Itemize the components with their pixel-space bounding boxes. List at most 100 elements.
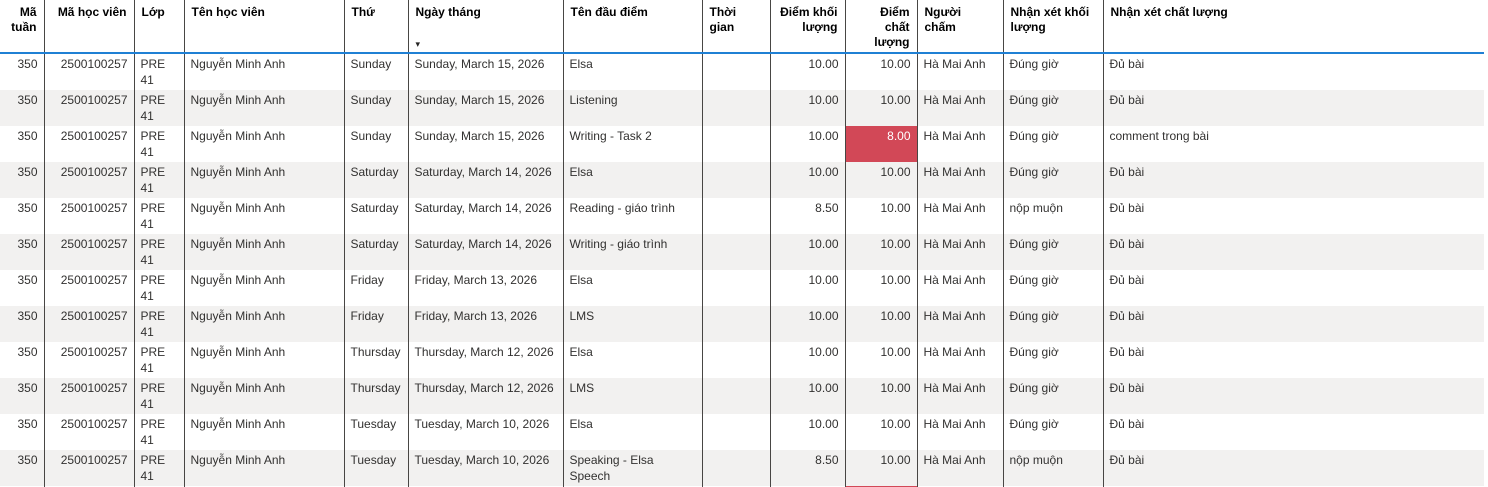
cell-ma_hoc_vien[interactable]: 2500100257 [43, 450, 134, 486]
cell-ten_hoc_vien[interactable]: Nguyễn Minh Anh [183, 450, 344, 486]
column-header-nhan_xet_khoi_luong[interactable]: Nhận xét khối lượng [1002, 0, 1103, 54]
column-header-ma_hoc_vien[interactable]: Mã học viên [43, 0, 134, 54]
cell-diem_khoi_luong[interactable]: 10.00 [769, 342, 845, 378]
cell-ma_tuan[interactable]: 350 [17, 417, 38, 431]
cell-diem_chat_luong[interactable]: 10.00 [844, 234, 917, 270]
cell-lop[interactable]: PRE 41 [133, 342, 184, 378]
cell-diem_khoi_luong[interactable]: 8.50 [769, 450, 845, 486]
cell-ten_dau_diem[interactable]: Speaking - Elsa Speech [562, 450, 702, 486]
column-header-diem_chat_luong[interactable]: Điểm chất lượng [844, 0, 917, 54]
cell-nguoi_cham[interactable]: Hà Mai Anh [916, 198, 1003, 234]
cell-ma_tuan[interactable]: 350 [17, 57, 38, 71]
cell-diem_chat_luong[interactable]: 10.00 [844, 198, 917, 234]
cell-ten_dau_diem[interactable]: Elsa [562, 342, 702, 378]
cell-diem_chat_luong[interactable]: 10.00 [844, 450, 917, 486]
cell-ten_hoc_vien[interactable]: Nguyễn Minh Anh [183, 198, 344, 234]
column-header-diem_khoi_luong[interactable]: Điểm khối lượng [769, 0, 845, 54]
cell-nhan_xet_chat_luong[interactable]: Đủ bài [1102, 198, 1484, 234]
cell-ma_tuan[interactable]: 350 [17, 237, 38, 251]
cell-ngay_thang[interactable]: Sunday, March 15, 2026 [407, 53, 563, 90]
cell-lop[interactable]: PRE 41 [133, 270, 184, 306]
cell-nguoi_cham[interactable]: Hà Mai Anh [916, 53, 1003, 90]
cell-ngay_thang[interactable]: Sunday, March 15, 2026 [407, 126, 563, 162]
cell-nhan_xet_khoi_luong[interactable]: Đúng giờ [1002, 378, 1103, 414]
cell-thoi_gian[interactable] [701, 90, 770, 126]
cell-thoi_gian[interactable] [701, 306, 770, 342]
cell-ten_dau_diem[interactable]: Elsa [562, 414, 702, 450]
cell-diem_khoi_luong[interactable]: 10.00 [769, 162, 845, 198]
cell-diem_khoi_luong[interactable]: 10.00 [769, 414, 845, 450]
cell-lop[interactable]: PRE 41 [133, 126, 184, 162]
cell-ten_hoc_vien[interactable]: Nguyễn Minh Anh [183, 90, 344, 126]
cell-diem_chat_luong[interactable]: 10.00 [844, 53, 917, 90]
cell-lop[interactable]: PRE 41 [133, 450, 184, 486]
cell-ma_hoc_vien[interactable]: 2500100257 [43, 378, 134, 414]
cell-nhan_xet_chat_luong[interactable]: Đủ bài [1102, 414, 1484, 450]
cell-diem_chat_luong[interactable]: 8.00 [844, 126, 917, 162]
cell-thoi_gian[interactable] [701, 270, 770, 306]
cell-ngay_thang[interactable]: Tuesday, March 10, 2026 [407, 414, 563, 450]
cell-nhan_xet_khoi_luong[interactable]: Đúng giờ [1002, 90, 1103, 126]
cell-thu[interactable]: Tuesday [343, 414, 408, 450]
cell-thu[interactable]: Sunday [343, 53, 408, 90]
cell-diem_chat_luong[interactable]: 10.00 [844, 90, 917, 126]
cell-ten_hoc_vien[interactable]: Nguyễn Minh Anh [183, 270, 344, 306]
cell-lop[interactable]: PRE 41 [133, 53, 184, 90]
cell-diem_chat_luong[interactable]: 10.00 [844, 414, 917, 450]
cell-ma_hoc_vien[interactable]: 2500100257 [43, 198, 134, 234]
cell-diem_chat_luong[interactable]: 10.00 [844, 162, 917, 198]
cell-thoi_gian[interactable] [701, 126, 770, 162]
cell-thu[interactable]: Friday [343, 306, 408, 342]
cell-ten_hoc_vien[interactable]: Nguyễn Minh Anh [183, 126, 344, 162]
cell-ma_hoc_vien[interactable]: 2500100257 [43, 270, 134, 306]
cell-nhan_xet_chat_luong[interactable]: Đủ bài [1102, 234, 1484, 270]
cell-ma_tuan[interactable]: 350 [17, 93, 38, 107]
cell-ngay_thang[interactable]: Friday, March 13, 2026 [407, 306, 563, 342]
cell-ngay_thang[interactable]: Sunday, March 15, 2026 [407, 90, 563, 126]
cell-ma_hoc_vien[interactable]: 2500100257 [43, 126, 134, 162]
cell-ngay_thang[interactable]: Saturday, March 14, 2026 [407, 162, 563, 198]
cell-thu[interactable]: Thursday [343, 342, 408, 378]
column-header-nguoi_cham[interactable]: Người chấm [916, 0, 1003, 54]
cell-lop[interactable]: PRE 41 [133, 306, 184, 342]
cell-ten_hoc_vien[interactable]: Nguyễn Minh Anh [183, 234, 344, 270]
cell-ngay_thang[interactable]: Friday, March 13, 2026 [407, 270, 563, 306]
cell-ten_dau_diem[interactable]: Writing - giáo trình [562, 234, 702, 270]
cell-diem_chat_luong[interactable]: 10.00 [844, 378, 917, 414]
cell-ten_dau_diem[interactable]: LMS [562, 378, 702, 414]
cell-thu[interactable]: Saturday [343, 198, 408, 234]
cell-nhan_xet_chat_luong[interactable]: Đủ bài [1102, 90, 1484, 126]
cell-ma_tuan[interactable]: 350 [17, 345, 38, 359]
cell-thu[interactable]: Sunday [343, 90, 408, 126]
cell-thoi_gian[interactable] [701, 234, 770, 270]
cell-nhan_xet_chat_luong[interactable]: Đủ bài [1102, 450, 1484, 486]
cell-diem_chat_luong[interactable]: 10.00 [844, 270, 917, 306]
cell-nhan_xet_khoi_luong[interactable]: Đúng giờ [1002, 126, 1103, 162]
cell-thu[interactable]: Saturday [343, 162, 408, 198]
cell-ma_tuan[interactable]: 350 [17, 129, 38, 143]
cell-nhan_xet_khoi_luong[interactable]: Đúng giờ [1002, 53, 1103, 90]
cell-nguoi_cham[interactable]: Hà Mai Anh [916, 126, 1003, 162]
cell-nhan_xet_chat_luong[interactable]: Đủ bài [1102, 378, 1484, 414]
cell-ten_hoc_vien[interactable]: Nguyễn Minh Anh [183, 53, 344, 90]
cell-ngay_thang[interactable]: Thursday, March 12, 2026 [407, 378, 563, 414]
cell-ma_tuan[interactable]: 350 [17, 309, 38, 323]
cell-nguoi_cham[interactable]: Hà Mai Anh [916, 234, 1003, 270]
column-header-ten_hoc_vien[interactable]: Tên học viên [183, 0, 344, 54]
column-header-ten_dau_diem[interactable]: Tên đầu điểm [562, 0, 702, 54]
cell-nhan_xet_khoi_luong[interactable]: nộp muộn [1002, 450, 1103, 486]
cell-ma_tuan[interactable]: 350 [17, 453, 38, 467]
cell-thoi_gian[interactable] [701, 162, 770, 198]
cell-ten_dau_diem[interactable]: Listening [562, 90, 702, 126]
cell-ma_tuan[interactable]: 350 [17, 381, 38, 395]
cell-ngay_thang[interactable]: Tuesday, March 10, 2026 [407, 450, 563, 486]
cell-thoi_gian[interactable] [701, 198, 770, 234]
cell-nhan_xet_khoi_luong[interactable]: Đúng giờ [1002, 270, 1103, 306]
cell-ma_hoc_vien[interactable]: 2500100257 [43, 342, 134, 378]
cell-ten_dau_diem[interactable]: Elsa [562, 162, 702, 198]
cell-ma_hoc_vien[interactable]: 2500100257 [43, 414, 134, 450]
cell-nhan_xet_chat_luong[interactable]: Đủ bài [1102, 270, 1484, 306]
cell-nhan_xet_chat_luong[interactable]: Đủ bài [1102, 306, 1484, 342]
cell-diem_khoi_luong[interactable]: 10.00 [769, 126, 845, 162]
cell-ma_hoc_vien[interactable]: 2500100257 [43, 306, 134, 342]
